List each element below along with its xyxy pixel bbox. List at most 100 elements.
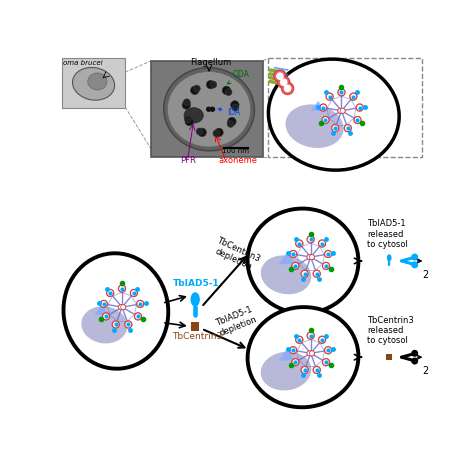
Circle shape bbox=[104, 314, 108, 319]
Polygon shape bbox=[310, 101, 325, 111]
Circle shape bbox=[293, 264, 298, 268]
Circle shape bbox=[137, 301, 144, 307]
Circle shape bbox=[357, 105, 362, 109]
Ellipse shape bbox=[213, 130, 220, 137]
Circle shape bbox=[301, 366, 308, 374]
Circle shape bbox=[282, 82, 294, 95]
Circle shape bbox=[350, 93, 357, 100]
Ellipse shape bbox=[285, 104, 344, 148]
Circle shape bbox=[341, 109, 344, 112]
Circle shape bbox=[278, 76, 290, 89]
Text: TbIAD5-1: TbIAD5-1 bbox=[173, 279, 220, 288]
Text: TbCentrin3
released
to cytosol: TbCentrin3 released to cytosol bbox=[367, 316, 414, 346]
Ellipse shape bbox=[387, 254, 392, 262]
Ellipse shape bbox=[184, 116, 191, 123]
Ellipse shape bbox=[261, 255, 311, 294]
Circle shape bbox=[118, 285, 126, 292]
Circle shape bbox=[326, 348, 330, 352]
Circle shape bbox=[107, 290, 114, 296]
Ellipse shape bbox=[183, 99, 190, 106]
Ellipse shape bbox=[185, 118, 193, 126]
Circle shape bbox=[292, 359, 299, 365]
Circle shape bbox=[323, 263, 329, 269]
Ellipse shape bbox=[82, 306, 128, 344]
Ellipse shape bbox=[167, 72, 251, 147]
Circle shape bbox=[319, 240, 326, 247]
Circle shape bbox=[130, 290, 137, 296]
Bar bbox=[151, 61, 263, 157]
Text: PFR: PFR bbox=[180, 156, 196, 165]
Polygon shape bbox=[94, 303, 108, 315]
Ellipse shape bbox=[210, 107, 215, 112]
Circle shape bbox=[308, 352, 311, 355]
Circle shape bbox=[108, 291, 112, 295]
Circle shape bbox=[296, 336, 303, 343]
Ellipse shape bbox=[247, 209, 358, 313]
Ellipse shape bbox=[261, 352, 311, 391]
Circle shape bbox=[323, 118, 328, 122]
Ellipse shape bbox=[164, 68, 255, 151]
Circle shape bbox=[126, 322, 130, 327]
Circle shape bbox=[344, 125, 351, 132]
Circle shape bbox=[323, 359, 329, 365]
Circle shape bbox=[307, 236, 314, 243]
Bar bbox=[268, 58, 422, 157]
Circle shape bbox=[293, 360, 298, 365]
Text: oma brucei: oma brucei bbox=[63, 60, 102, 65]
Circle shape bbox=[307, 351, 312, 356]
Circle shape bbox=[339, 109, 342, 112]
Circle shape bbox=[338, 89, 345, 96]
Circle shape bbox=[320, 241, 324, 246]
Ellipse shape bbox=[222, 86, 231, 95]
Circle shape bbox=[319, 336, 326, 343]
Text: Flagellum: Flagellum bbox=[190, 57, 231, 66]
Circle shape bbox=[310, 255, 314, 259]
Ellipse shape bbox=[64, 253, 168, 369]
Circle shape bbox=[326, 252, 330, 256]
Circle shape bbox=[310, 352, 313, 355]
Circle shape bbox=[320, 337, 324, 342]
Circle shape bbox=[297, 337, 301, 342]
Circle shape bbox=[321, 105, 326, 109]
Circle shape bbox=[338, 109, 343, 113]
Ellipse shape bbox=[182, 101, 191, 109]
Circle shape bbox=[112, 321, 119, 328]
Circle shape bbox=[291, 252, 295, 256]
Circle shape bbox=[310, 351, 314, 356]
Circle shape bbox=[296, 240, 303, 247]
Circle shape bbox=[114, 322, 118, 327]
Circle shape bbox=[100, 301, 107, 307]
Circle shape bbox=[315, 368, 319, 372]
Circle shape bbox=[135, 313, 142, 320]
Ellipse shape bbox=[198, 128, 206, 137]
Ellipse shape bbox=[232, 104, 239, 111]
Circle shape bbox=[315, 272, 319, 276]
Circle shape bbox=[292, 263, 299, 269]
Circle shape bbox=[120, 286, 124, 291]
Circle shape bbox=[356, 118, 360, 122]
Circle shape bbox=[136, 314, 140, 319]
Circle shape bbox=[351, 94, 356, 99]
Circle shape bbox=[328, 94, 332, 99]
Text: TbCentrin3: TbCentrin3 bbox=[172, 332, 222, 341]
Ellipse shape bbox=[73, 67, 115, 100]
Text: ODA: ODA bbox=[228, 70, 249, 84]
Circle shape bbox=[340, 109, 345, 113]
Circle shape bbox=[118, 305, 123, 310]
Circle shape bbox=[324, 360, 328, 365]
Circle shape bbox=[119, 306, 122, 309]
Ellipse shape bbox=[247, 307, 358, 407]
Circle shape bbox=[290, 347, 297, 354]
Circle shape bbox=[309, 237, 313, 242]
Ellipse shape bbox=[193, 85, 201, 92]
Text: 100 nm: 100 nm bbox=[222, 148, 249, 154]
Ellipse shape bbox=[184, 108, 203, 123]
Ellipse shape bbox=[210, 81, 217, 88]
Ellipse shape bbox=[191, 86, 199, 95]
Text: axoneme: axoneme bbox=[219, 156, 257, 165]
Circle shape bbox=[339, 90, 344, 94]
Circle shape bbox=[313, 366, 320, 374]
Circle shape bbox=[313, 270, 320, 277]
Ellipse shape bbox=[206, 81, 215, 89]
Ellipse shape bbox=[196, 128, 203, 135]
